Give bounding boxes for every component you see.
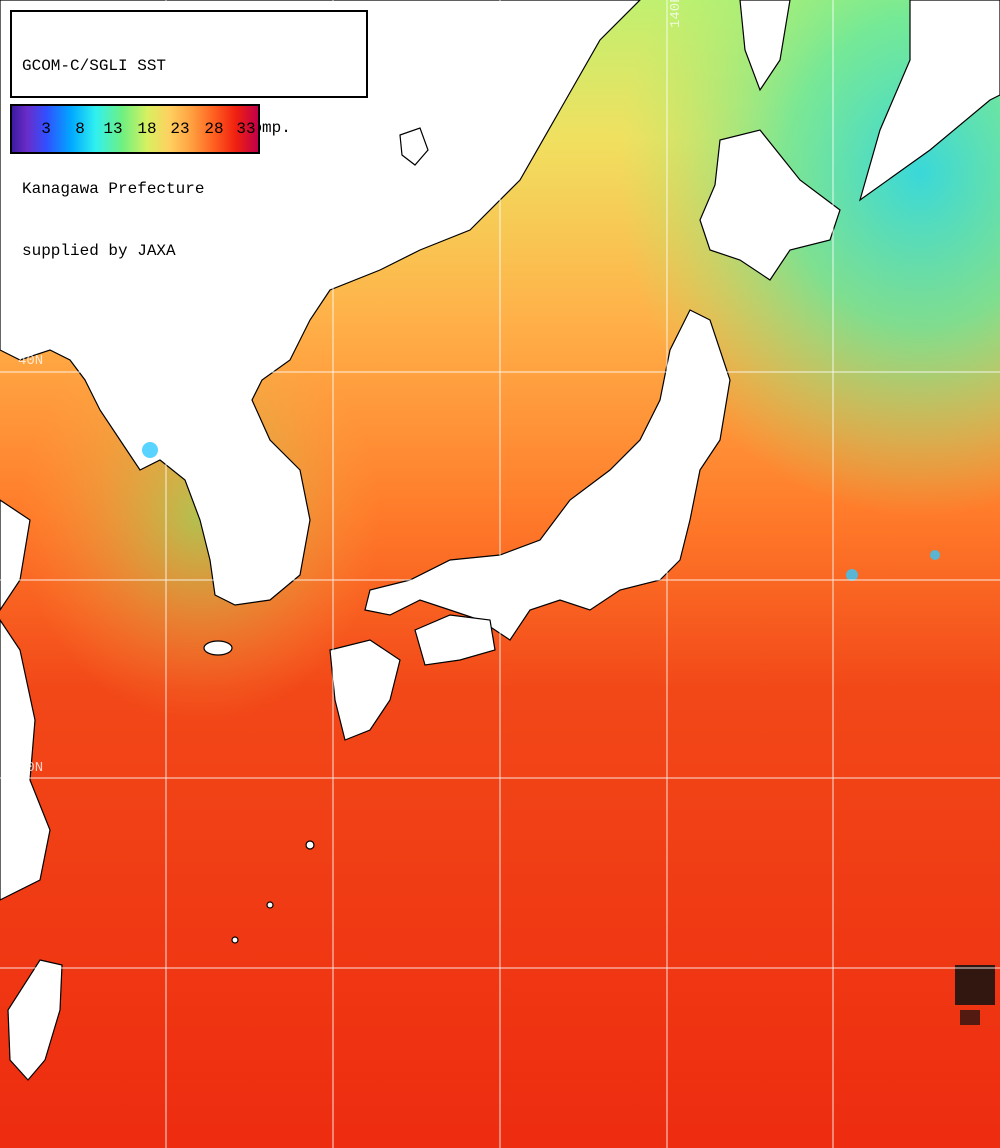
no-data-patches xyxy=(955,965,995,1025)
honshu-island xyxy=(364,309,731,641)
jeju-island xyxy=(203,640,233,656)
ryukyu-islet xyxy=(305,840,315,850)
latitude-label-upper: 40N xyxy=(18,353,44,369)
kyushu-island xyxy=(329,639,401,741)
sakhalin-island xyxy=(739,0,791,92)
product-title: GCOM-C/SGLI SST xyxy=(22,57,167,75)
ryukyu-islet xyxy=(266,901,274,909)
scale-label: 3 xyxy=(41,120,51,138)
scale-label: 13 xyxy=(103,120,123,138)
taiwan-island xyxy=(7,959,63,1081)
temperature-color-scale: 3 8 13 18 23 28 33 xyxy=(10,104,260,154)
hokkaido-island xyxy=(699,129,841,281)
longitude-label: 140E xyxy=(668,0,684,28)
latitude-label-lower: 30N xyxy=(18,760,44,776)
product-info-box: GCOM-C/SGLI SST ~2025/10/07 (UTC) Week C… xyxy=(10,10,368,260)
shikoku-island xyxy=(414,614,496,666)
scale-label: 23 xyxy=(170,120,190,138)
scale-label: 28 xyxy=(204,120,224,138)
ryukyu-islet xyxy=(231,936,239,944)
scale-label: 33 xyxy=(236,120,256,138)
scale-label: 8 xyxy=(75,120,85,138)
north-small-island xyxy=(399,127,429,166)
data-credit: supplied by JAXA xyxy=(22,241,176,260)
region-name: Kanagawa Prefecture xyxy=(22,180,205,198)
kamchatka-kuril-land xyxy=(858,0,1000,202)
scale-label: 18 xyxy=(137,120,157,138)
cool-anomaly-patches xyxy=(142,442,940,581)
